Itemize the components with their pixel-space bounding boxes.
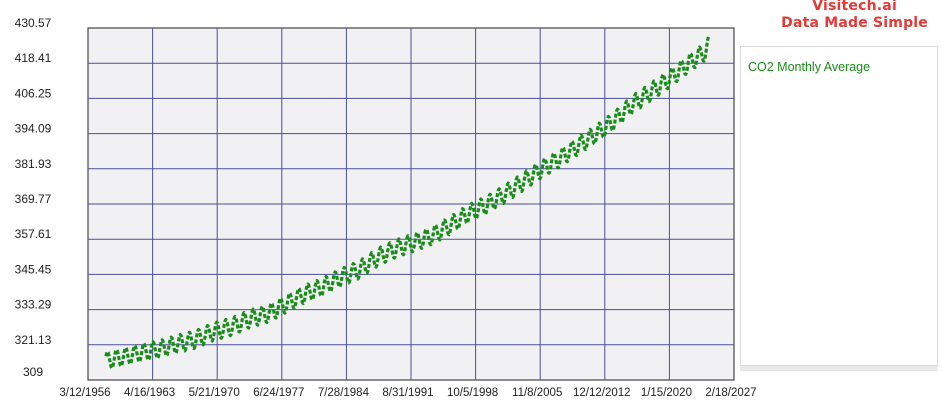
y-tick-label: 309 [23,365,43,379]
y-tick-label: 406.25 [15,86,52,100]
y-tick-label: 345.45 [15,262,52,276]
y-axis-tick-labels: 309 321.13 333.29 345.45 357.61 369.77 381.93 3… [15,16,52,379]
y-tick-label: 394.09 [15,122,52,136]
y-tick-label: 333.29 [15,298,52,312]
x-tick-label: 6/24/1977 [253,387,304,399]
x-tick-label: 10/5/1998 [447,387,498,399]
x-axis-tick-labels: 3/12/1956 4/16/1963 5/21/1970 6/24/1977 7/28… [59,387,756,399]
y-tick-label: 369.77 [15,192,52,206]
x-tick-label: 7/28/1984 [318,387,370,399]
y-tick-label: 321.13 [15,333,52,347]
x-tick-label: 4/16/1963 [124,387,175,399]
series-layer [104,36,711,370]
grid-lines [88,28,734,380]
legend-scrollbar-track [740,366,938,371]
x-tick-label: 1/15/2020 [641,387,692,399]
y-tick-label: 357.61 [15,227,52,241]
y-tick-label: 381.93 [15,157,52,171]
brand-name: Visitech.ai [812,0,897,14]
brand-tagline: Data Made Simple [781,15,928,31]
x-tick-label: 8/31/1991 [382,387,433,399]
co2-series-line [104,36,711,370]
x-tick-label: 12/12/2012 [573,387,631,399]
x-tick-label: 5/21/1970 [189,387,240,399]
x-tick-label: 3/12/1956 [59,387,110,399]
x-tick-label: 2/18/2027 [705,387,756,399]
y-tick-label: 418.41 [15,51,52,65]
x-tick-label: 11/8/2005 [512,387,562,399]
y-tick-label: 430.57 [15,16,52,30]
chart-legend: CO2 Monthly Average [740,46,938,366]
legend-item-co2: CO2 Monthly Average [748,60,871,74]
brand-logo: Visitech.ai Data Made Simple [781,0,928,32]
